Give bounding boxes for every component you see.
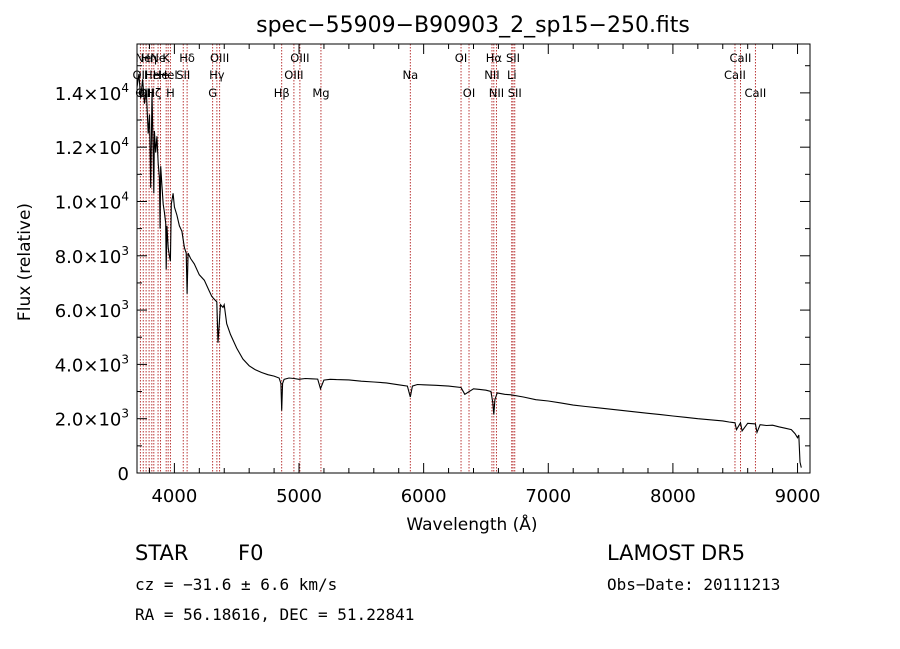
line-label: H xyxy=(166,86,175,100)
spectral-subclass: F0 xyxy=(238,541,263,565)
survey-release: LAMOST DR5 xyxy=(607,541,745,565)
y-tick-label: 6.0×103 xyxy=(55,298,129,322)
line-label: SII xyxy=(508,86,522,100)
line-label: He xyxy=(153,68,169,82)
line-label: SII xyxy=(176,68,190,82)
y-tick-label: 2.0×103 xyxy=(55,407,129,431)
line-label: OI xyxy=(455,51,467,65)
line-label: He xyxy=(144,68,160,82)
line-label: NII xyxy=(489,86,504,100)
line-label: CaII xyxy=(744,86,766,100)
spectral-line-markers xyxy=(139,44,756,473)
y-tick-label: 0 xyxy=(118,464,129,485)
line-label: OIII xyxy=(284,68,303,82)
line-label: CaII xyxy=(730,51,752,65)
line-label: NII xyxy=(484,68,499,82)
line-label: Mg xyxy=(312,86,329,100)
x-tick-label: 7000 xyxy=(525,486,571,507)
line-label: CaII xyxy=(724,68,746,82)
line-label: Li xyxy=(507,68,517,82)
x-tick-label: 5000 xyxy=(276,486,322,507)
chart-title: spec−55909−B90903_2_sp15−250.fits xyxy=(256,13,690,38)
radial-velocity: cz = −31.6 ± 6.6 km/s xyxy=(135,575,337,594)
x-tick-label: 9000 xyxy=(775,486,821,507)
y-axis-label: Flux (relative) xyxy=(15,203,35,321)
y-tick-label: 1.0×104 xyxy=(55,189,129,213)
y-axis-ticks: 0 2.0×103 4.0×103 6.0×103 8.0×103 1.0×104 1.2×… xyxy=(55,65,810,485)
line-label: Na xyxy=(402,68,418,82)
plot-frame xyxy=(136,43,811,474)
line-label: K xyxy=(162,51,170,65)
line-label: Ne xyxy=(150,51,166,65)
spectral-line-labels: OIINeOIIOIIHηHeHζNeHeKHeIHSIIHδGHγOIIIHβ… xyxy=(132,51,766,100)
line-label: Hβ xyxy=(274,86,290,100)
y-tick-label: 8.0×103 xyxy=(55,244,129,268)
spectrum-line xyxy=(136,73,802,468)
x-axis-ticks: 4000 5000 6000 7000 8000 9000 xyxy=(148,44,821,507)
line-label: OII xyxy=(132,68,148,82)
object-class: STAR xyxy=(135,541,188,565)
line-label: OI xyxy=(463,86,475,100)
line-label: Ne xyxy=(135,51,151,65)
x-axis-label: Wavelength (Å) xyxy=(406,513,537,535)
line-label: OIII xyxy=(210,51,229,65)
line-label: Hγ xyxy=(209,68,225,82)
line-label: HeI xyxy=(159,68,178,82)
y-tick-label: 1.2×104 xyxy=(55,135,129,159)
line-label: Hζ xyxy=(146,86,161,100)
line-label: OIII xyxy=(290,51,309,65)
y-tick-label: 4.0×103 xyxy=(55,352,129,376)
line-label: SII xyxy=(506,51,520,65)
x-tick-label: 4000 xyxy=(151,486,197,507)
line-label: Hη xyxy=(141,51,157,65)
x-tick-label: 6000 xyxy=(401,486,447,507)
line-label: G xyxy=(208,86,217,100)
sky-coordinates: RA = 56.18616, DEC = 51.22841 xyxy=(135,605,414,624)
line-label: Hα xyxy=(486,51,503,65)
y-tick-label: 1.4×104 xyxy=(55,81,129,105)
observation-date: Obs−Date: 20111213 xyxy=(607,575,780,594)
line-label: Hδ xyxy=(179,51,195,65)
x-tick-label: 8000 xyxy=(650,486,696,507)
